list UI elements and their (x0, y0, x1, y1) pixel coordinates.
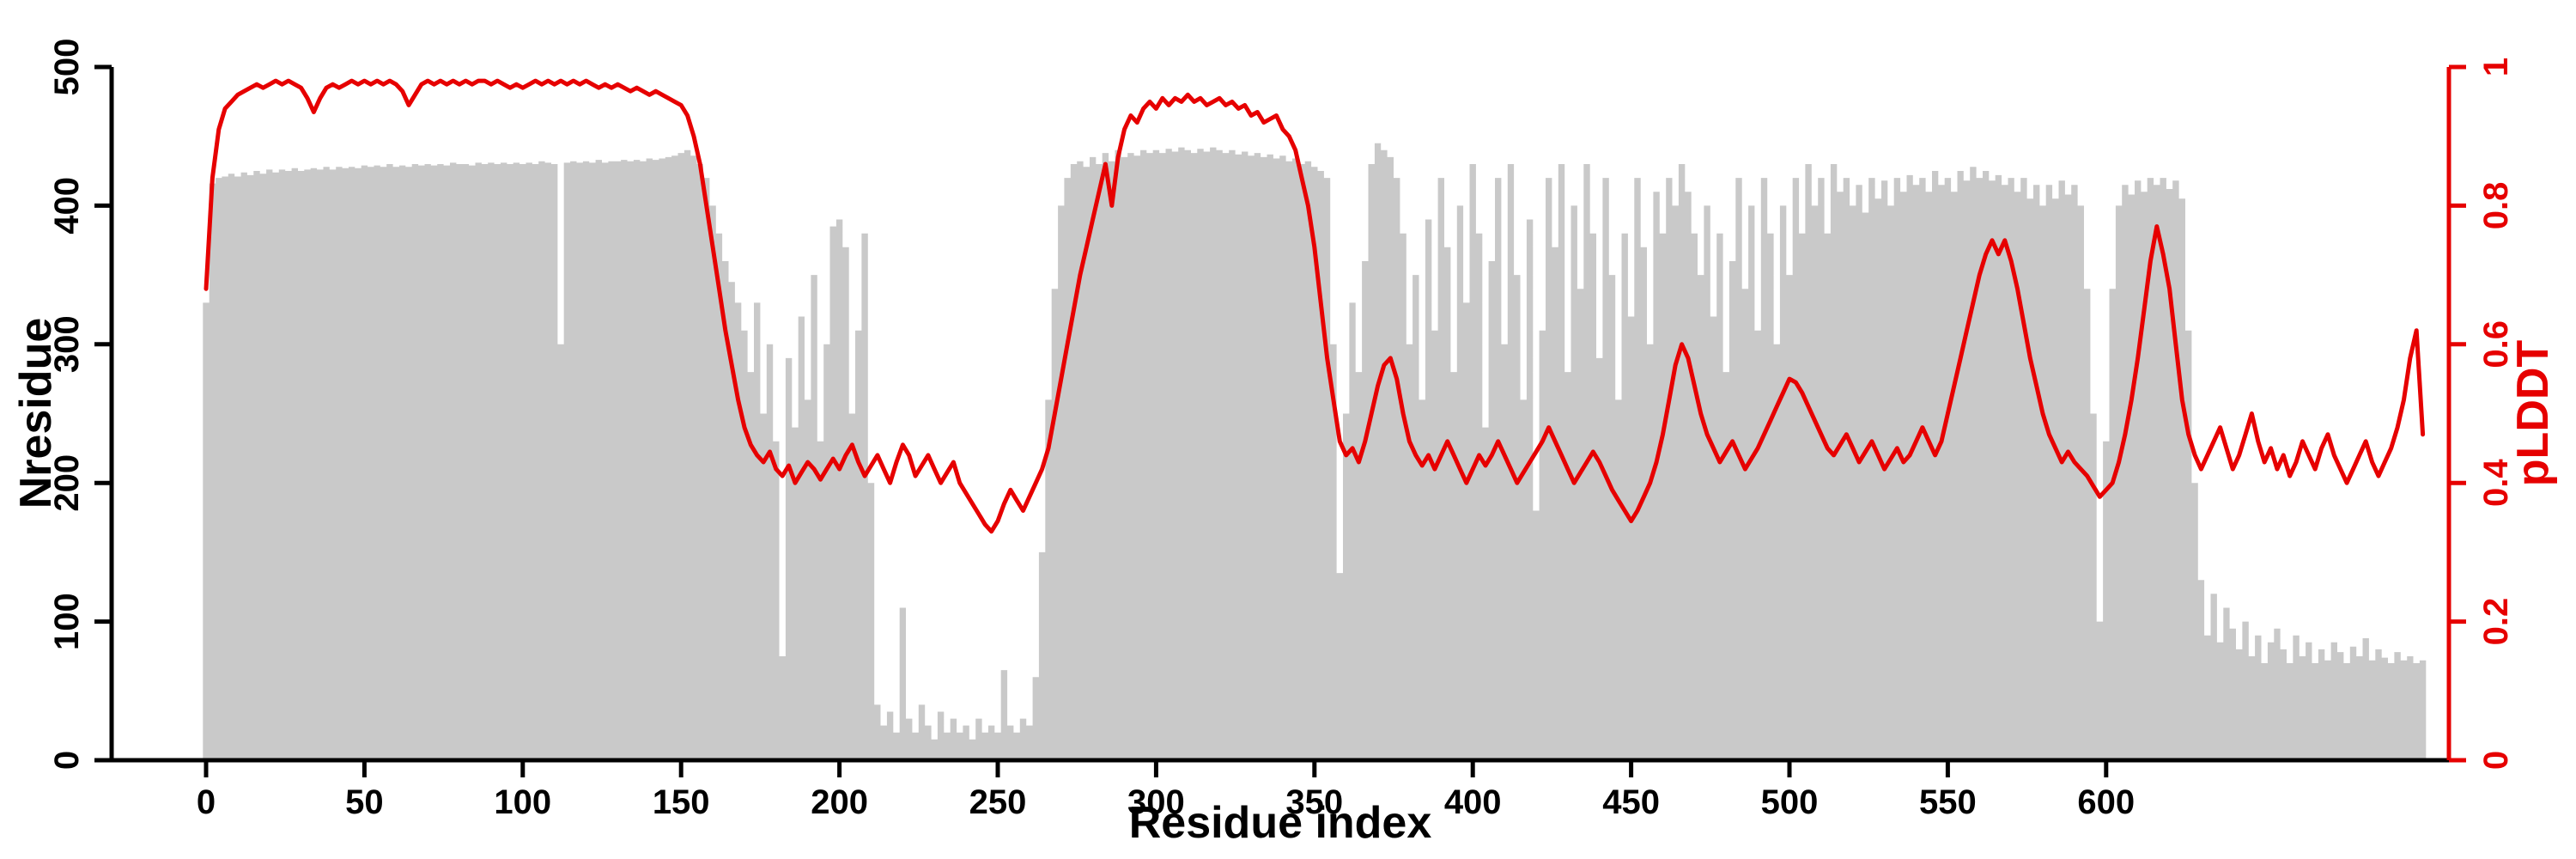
x-tick-label: 350 (1285, 783, 1343, 821)
x-tick-label: 400 (1444, 783, 1502, 821)
right-y-axis: 0 0.2 0.4 0.6 0.8 1 (2446, 58, 2515, 770)
x-tick-label: 500 (1761, 783, 1819, 821)
left-y-tick-label: 400 (48, 177, 86, 235)
right-y-tick-label: 0.8 (2477, 182, 2515, 230)
right-y-tick-label: 0.4 (2477, 459, 2515, 507)
x-tick-label: 550 (1919, 783, 1977, 821)
plddt-line (204, 78, 2426, 534)
x-axis: 0 50 100 150 200 250 300 350 400 450 500 550 600 (112, 758, 2449, 821)
x-axis-title: Residue index (1128, 798, 1432, 848)
x-tick-label: 450 (1602, 783, 1660, 821)
x-tick-label: 300 (1127, 783, 1185, 821)
right-y-tick-label: 0.2 (2477, 598, 2515, 646)
left-y-tick-label: 300 (48, 315, 86, 373)
right-y-tick-label: 0 (2477, 751, 2515, 770)
left-axis-title: Nresidue (11, 317, 61, 509)
left-y-tick-label: 0 (48, 751, 86, 770)
right-axis-title: pLDDT (2508, 339, 2558, 487)
right-y-tick-label: 1 (2477, 58, 2515, 76)
x-tick-label: 50 (345, 783, 384, 821)
left-y-tick-label: 500 (48, 39, 86, 96)
x-tick-label: 600 (2077, 783, 2135, 821)
left-y-axis: 0 100 200 300 400 500 (48, 39, 114, 770)
x-tick-label: 150 (653, 783, 710, 821)
x-tick-label: 200 (811, 783, 868, 821)
nresidue-bars (203, 143, 2427, 761)
right-y-tick-label: 0.6 (2477, 320, 2515, 369)
x-tick-label: 250 (969, 783, 1027, 821)
left-y-tick-label: 100 (48, 593, 86, 650)
x-tick-label: 0 (197, 783, 216, 821)
x-tick-label: 100 (494, 783, 551, 821)
left-y-tick-label: 200 (48, 454, 86, 512)
